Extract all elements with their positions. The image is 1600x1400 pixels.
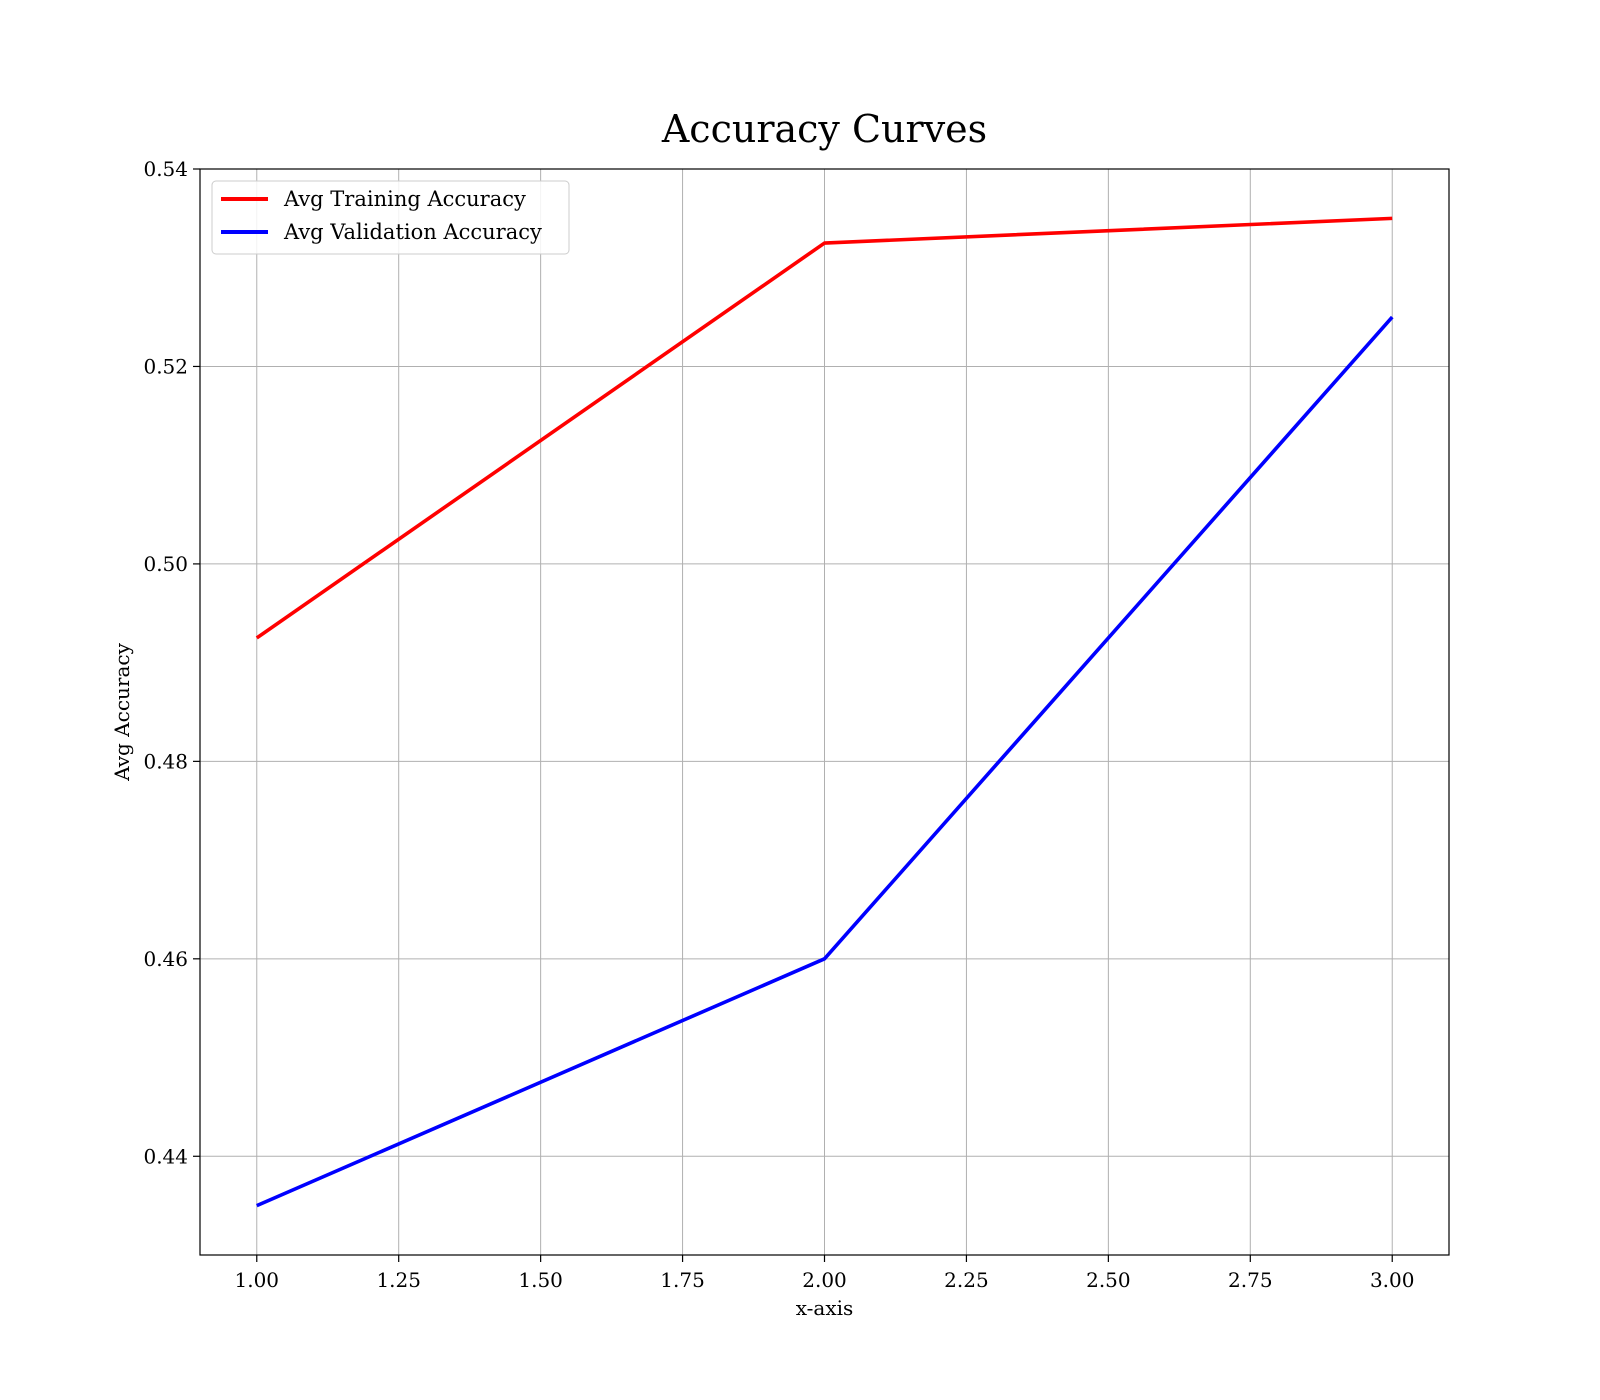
x-tick-label: 3.00	[1370, 1268, 1415, 1292]
y-axis-title: Avg Accuracy	[110, 642, 134, 782]
x-tick-label: 1.50	[518, 1268, 563, 1292]
legend-label-validation: Avg Validation Accuracy	[283, 220, 542, 244]
x-tick-label: 2.50	[1086, 1268, 1131, 1292]
grid-lines	[200, 168, 1449, 1255]
x-tick-label: 1.00	[235, 1268, 280, 1292]
y-tick-label: 0.50	[143, 552, 188, 576]
x-tick-label: 2.00	[802, 1268, 847, 1292]
legend: Avg Training Accuracy Avg Validation Acc…	[211, 180, 570, 255]
series-lines	[255, 216, 1394, 1208]
axis-ticks: 1.00 1.25 1.50 1.75 2.00 2.25 2.50 2.75 3.00 0.44…	[143, 157, 1414, 1292]
x-tick-label: 1.75	[660, 1268, 705, 1292]
y-tick-label: 0.52	[143, 354, 188, 378]
x-tick-label: 1.25	[376, 1268, 421, 1292]
y-tick-label: 0.46	[143, 947, 188, 971]
x-axis-title: x-axis	[796, 1296, 854, 1320]
series-line-training	[255, 216, 1393, 640]
chart-title: Accuracy Curves	[661, 107, 987, 151]
x-tick-label: 2.75	[1228, 1268, 1273, 1292]
x-tick-label: 2.25	[944, 1268, 989, 1292]
series-line-validation	[256, 315, 1394, 1208]
legend-label-training: Avg Training Accuracy	[283, 187, 526, 211]
y-tick-label: 0.44	[143, 1144, 188, 1168]
y-tick-label: 0.54	[143, 157, 188, 181]
y-tick-label: 0.48	[143, 749, 188, 773]
legend-box	[211, 180, 570, 255]
